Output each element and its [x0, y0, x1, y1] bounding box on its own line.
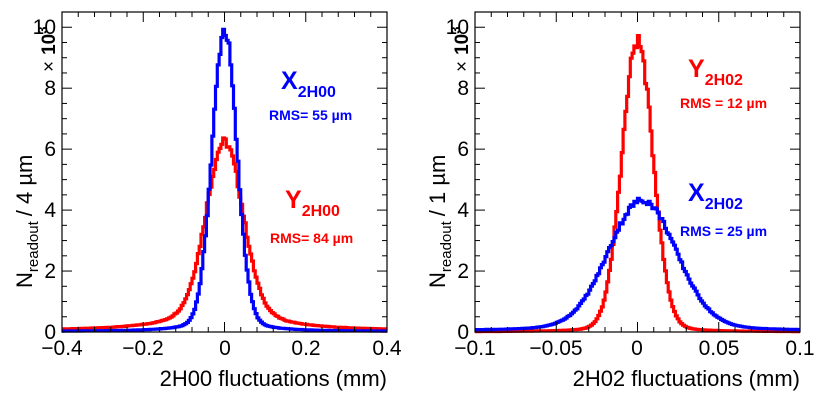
x-tick-label: −0.4	[41, 337, 83, 360]
y-tick-label: 2	[44, 260, 56, 283]
y-tick-label: 4	[44, 199, 56, 222]
x-tick-label: −0.1	[454, 337, 495, 360]
x-axis-title: 2H00 fluctuations (mm)	[160, 366, 387, 391]
rms-x2h00: RMS= 55 µm	[269, 107, 352, 123]
y-axis-title: Nreadout/ 4 µm	[12, 155, 42, 288]
y-tick-label: 6	[44, 138, 56, 161]
histogram-x-2h02	[475, 196, 800, 332]
y-tick-label: 0	[44, 321, 56, 344]
rms-x2h02: RMS = 25 µm	[680, 223, 767, 239]
rms-y2h00: RMS= 84 µm	[270, 230, 353, 246]
tick-layer	[61, 12, 388, 333]
y-tick-label: 6	[457, 138, 469, 161]
plot-frame	[61, 11, 388, 333]
y-tick-label: 4	[457, 199, 469, 222]
legend-label-x2h02: X2H02	[688, 179, 743, 213]
x-tick-label: −0.05	[529, 337, 582, 360]
panel-2h02: −0.1 −0.05 0 0.05 0.1 0 2 4 6 8 10 2H02 …	[425, 11, 815, 391]
x-tick-label: 0.2	[291, 337, 320, 360]
x-tick-label: 0	[631, 337, 643, 360]
x-axis-title: 2H02 fluctuations (mm)	[573, 366, 800, 391]
series-layer	[62, 27, 387, 333]
series-layer	[475, 34, 800, 334]
legend-label-y2h02: Y2H02	[688, 55, 743, 89]
y-tick-label: 8	[44, 77, 56, 100]
histogram-x-2h00	[62, 27, 387, 333]
x-tick-label: 0.1	[785, 337, 814, 360]
y-tick-label: 0	[457, 321, 469, 344]
tick-layer	[474, 12, 801, 333]
x-tick-label: 0.4	[372, 337, 402, 360]
y-tick-label: 10	[33, 16, 56, 39]
y-multiplier: ×103	[35, 27, 60, 72]
x-tick-label: −0.2	[122, 337, 163, 360]
x-tick-label: 0.05	[699, 337, 740, 360]
plot-frame	[474, 11, 801, 333]
legend-label-y2h00: Y2H00	[285, 186, 340, 220]
x-tick-label: 0	[219, 337, 231, 360]
panel-2h00: −0.4 −0.2 0 0.2 0.4 0 2 4 6 8 10 2H00 fl…	[12, 11, 402, 391]
y-tick-label: 8	[457, 77, 469, 100]
y-tick-label: 10	[446, 16, 469, 39]
y-axis-title: Nreadout/ 1 µm	[425, 155, 455, 288]
rms-y2h02: RMS = 12 µm	[680, 95, 767, 111]
histogram-y-2h00	[62, 136, 387, 331]
histogram-y-2h02	[475, 34, 800, 334]
y-multiplier: ×103	[448, 27, 473, 72]
y-tick-label: 2	[457, 260, 469, 283]
legend-label-x2h00: X2H00	[281, 67, 336, 101]
